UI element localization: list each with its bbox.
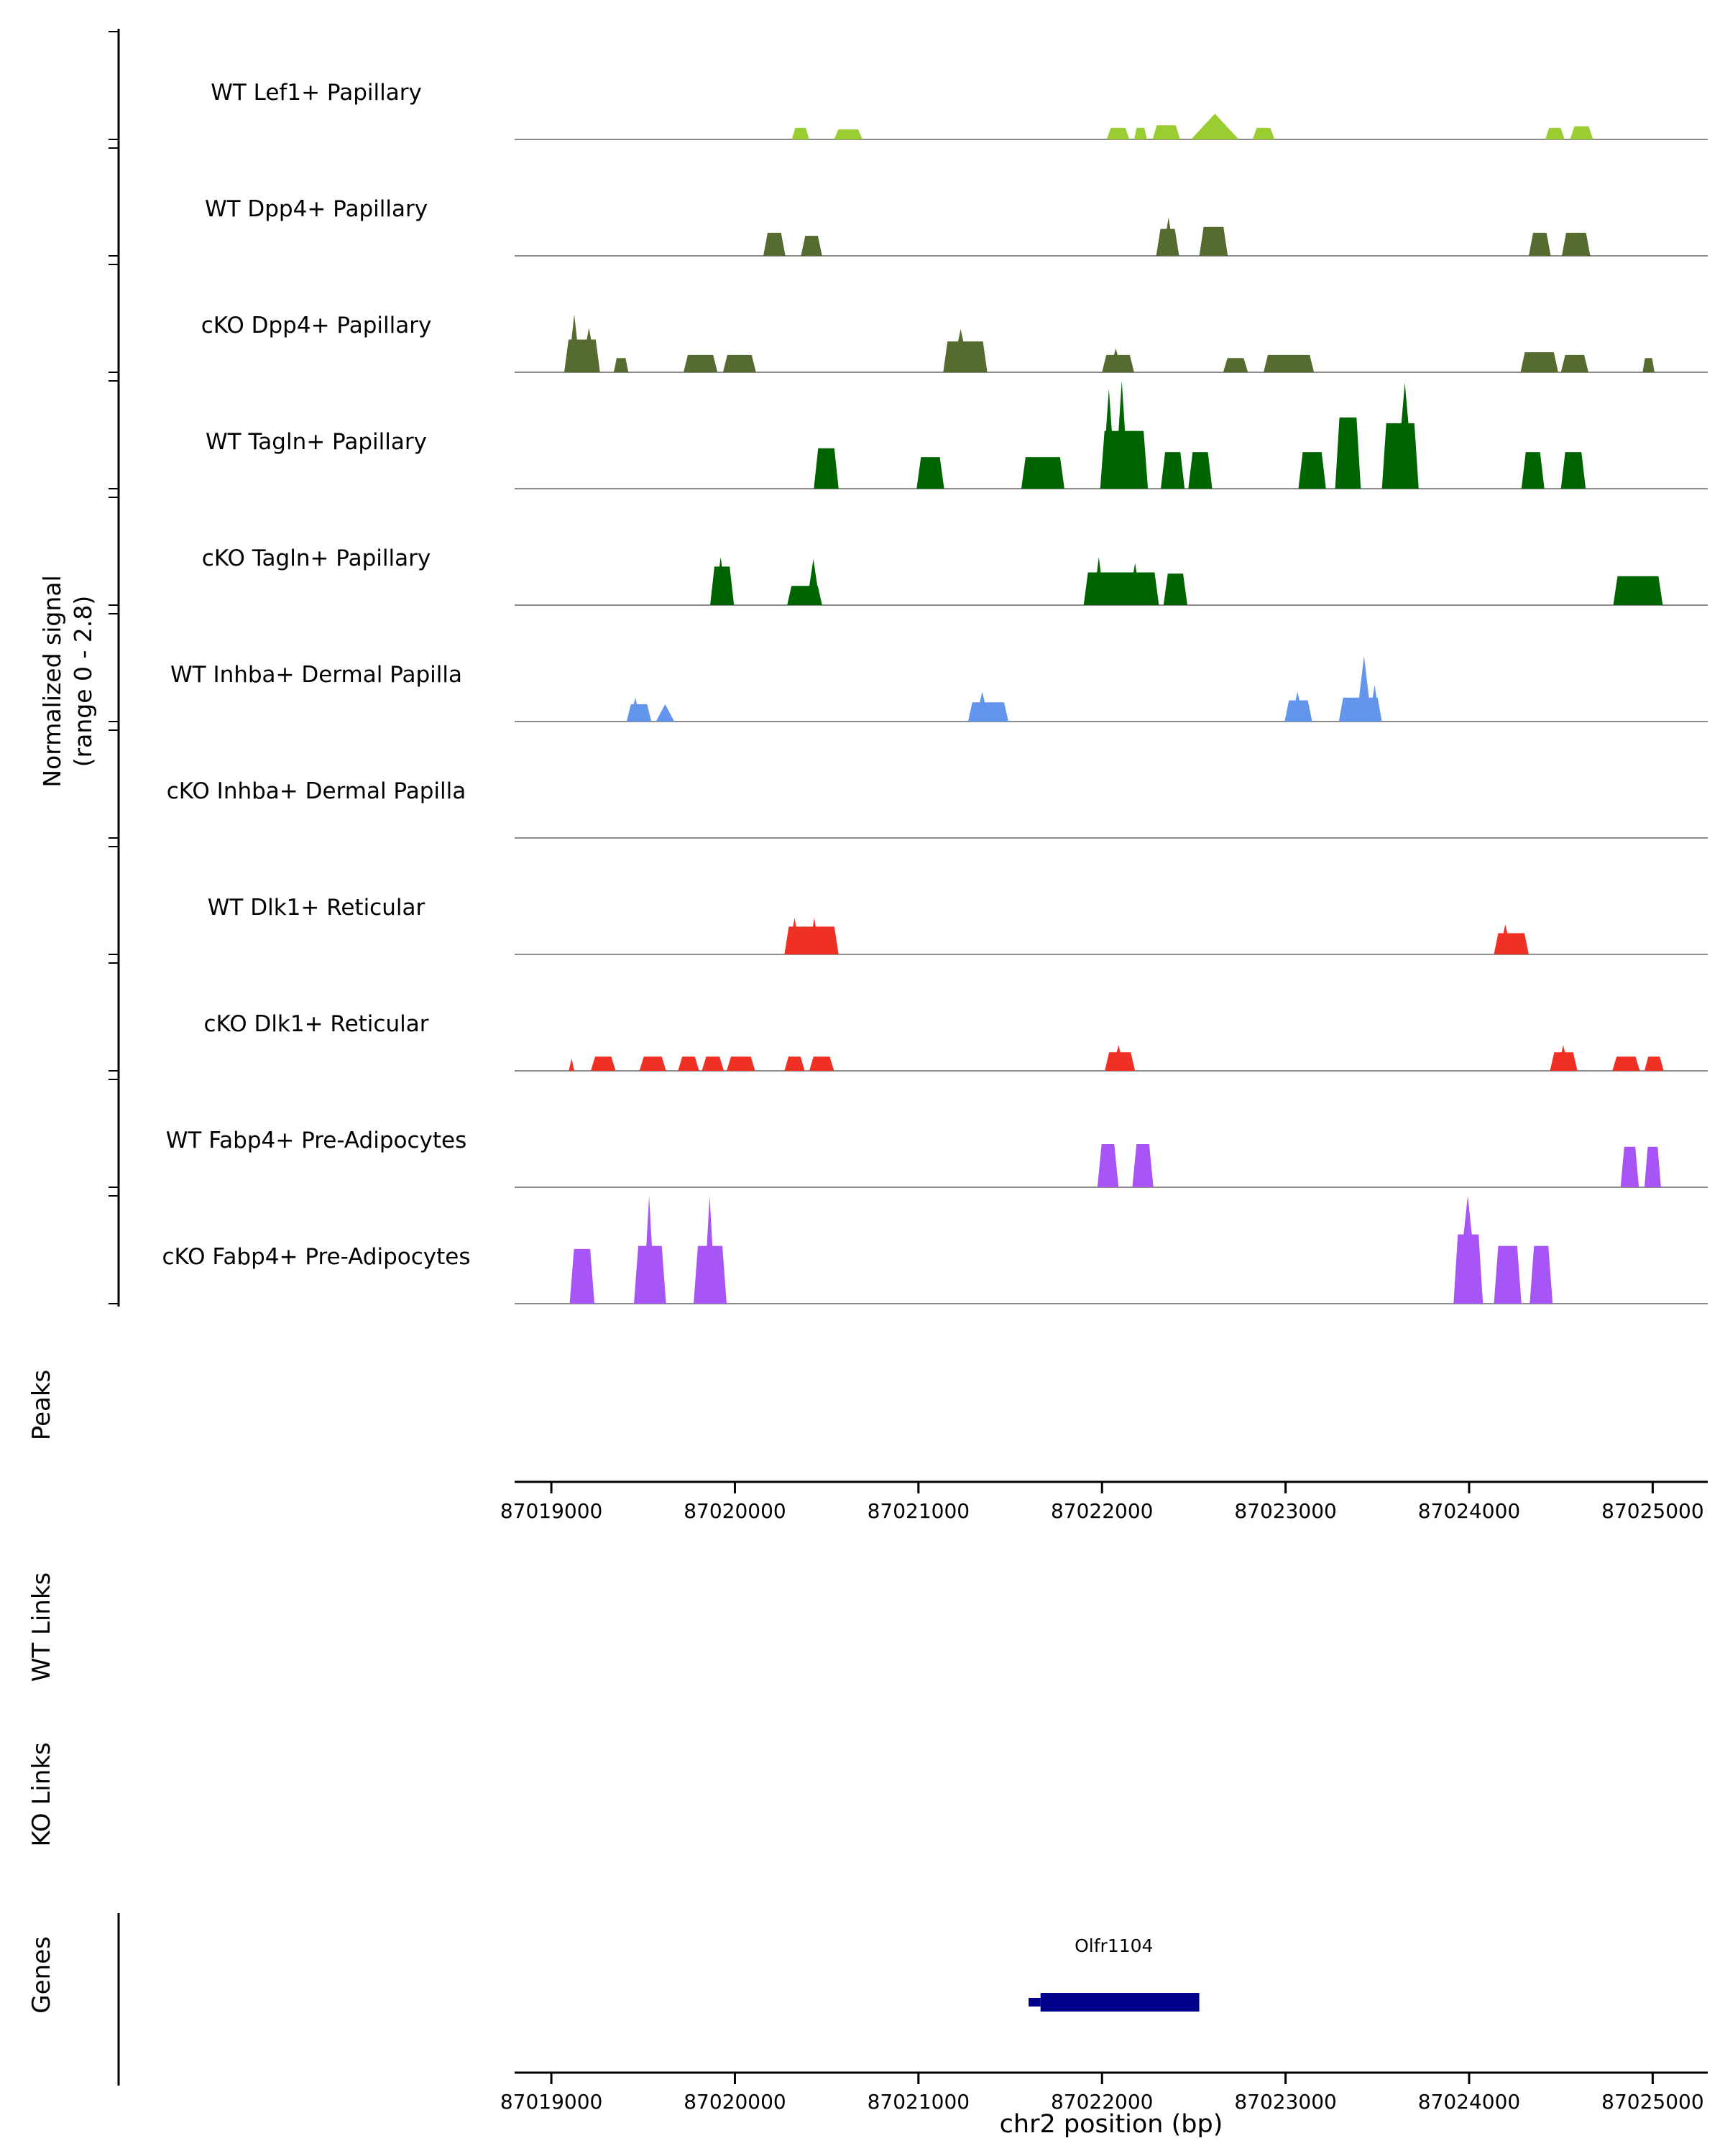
x-axis-tick-label: 87021000 xyxy=(868,2090,970,2114)
x-axis-title: chr2 position (bp) xyxy=(999,2110,1223,2139)
section-label-ko-links: KO Links xyxy=(27,1742,56,1847)
signal-peaks xyxy=(569,1196,1553,1304)
gene-body xyxy=(1040,1993,1200,2012)
section-label-wt-links: WT Links xyxy=(27,1572,56,1682)
x-axis-tick-label: 87022000 xyxy=(1051,1499,1154,1523)
signal-peaks xyxy=(763,217,1591,256)
x-axis-tick-label: 87021000 xyxy=(868,1499,970,1523)
signal-peaks xyxy=(814,381,1586,489)
track-label: WT Lef1+ Papillary xyxy=(211,80,422,106)
x-axis-tick-label: 87019000 xyxy=(500,2090,603,2114)
track-label: cKO Fabp4+ Pre-Adipocytes xyxy=(162,1244,471,1270)
signal-peaks xyxy=(564,314,1655,372)
x-axis-tick-label: 87025000 xyxy=(1601,2090,1704,2114)
signal-peaks xyxy=(710,557,1663,605)
track-label: WT Inhba+ Dermal Papilla xyxy=(170,662,462,688)
x-axis-tick-label: 87019000 xyxy=(500,1499,603,1523)
track-label: cKO Dlk1+ Reticular xyxy=(204,1011,429,1037)
x-axis-tick-label: 87025000 xyxy=(1601,1499,1704,1523)
track-label: cKO Tagln+ Papillary xyxy=(202,545,431,571)
signal-peaks xyxy=(1097,1144,1661,1187)
signal-peaks xyxy=(784,918,1529,954)
track-label: WT Dlk1+ Reticular xyxy=(208,895,426,921)
signal-peaks xyxy=(626,655,1382,722)
track-label: cKO Dpp4+ Papillary xyxy=(201,313,432,338)
x-axis-tick-label: 87020000 xyxy=(684,2090,786,2114)
track-label: cKO Inhba+ Dermal Papilla xyxy=(167,778,466,804)
signal-peaks xyxy=(569,1045,1664,1071)
y-axis-label: Normalized signal (range 0 - 2.8) xyxy=(38,575,97,788)
section-label-peaks: Peaks xyxy=(27,1369,56,1441)
signal-peaks xyxy=(791,114,1593,139)
track-label: WT Dpp4+ Papillary xyxy=(205,196,428,222)
x-axis-tick-label: 87023000 xyxy=(1234,2090,1337,2114)
x-axis-tick-label: 87022000 xyxy=(1051,2090,1154,2114)
x-axis-tick-label: 87020000 xyxy=(684,1499,786,1523)
section-label-genes: Genes xyxy=(27,1936,56,2014)
x-axis-tick-label: 87024000 xyxy=(1418,1499,1521,1523)
gene-utr xyxy=(1029,1998,1041,2007)
track-label: WT Fabp4+ Pre-Adipocytes xyxy=(166,1128,467,1153)
track-label: WT Tagln+ Papillary xyxy=(206,429,427,455)
x-axis-tick-label: 87024000 xyxy=(1418,2090,1521,2114)
x-axis-tick-label: 87023000 xyxy=(1234,1499,1337,1523)
gene-name-label: Olfr1104 xyxy=(1075,1935,1153,1956)
